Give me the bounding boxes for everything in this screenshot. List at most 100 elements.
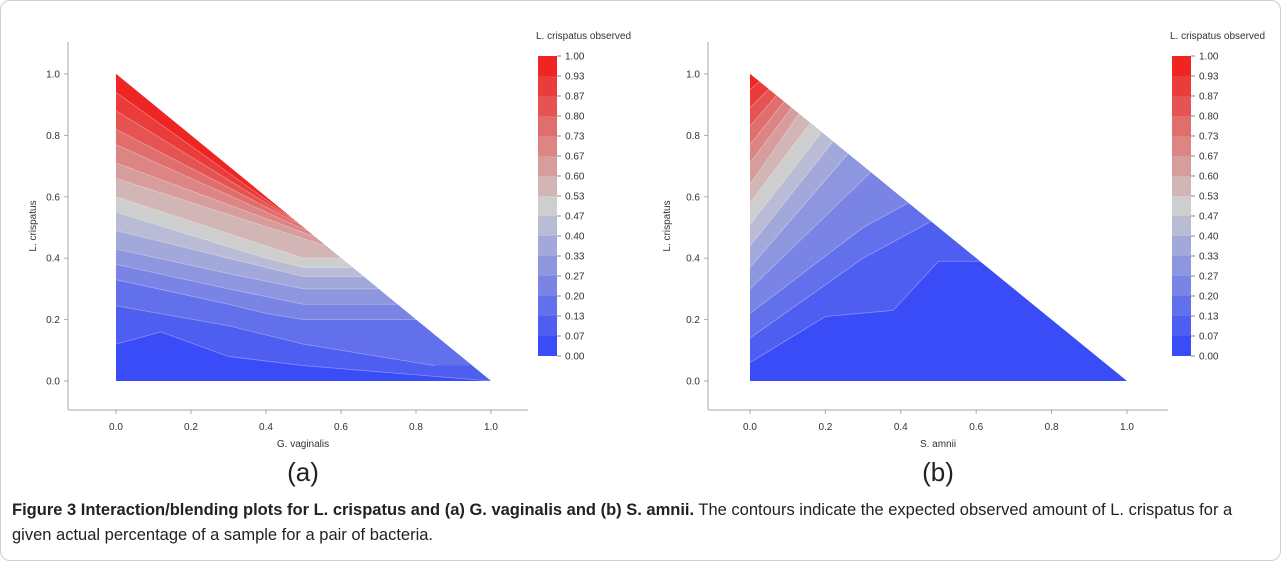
legend-label: 0.53 (565, 192, 585, 203)
y-tick-label: 0.0 (686, 377, 700, 388)
legend-label: 0.00 (1199, 352, 1219, 363)
y-tick-label: 0.8 (686, 131, 700, 142)
y-axis-label: L. crispatus (662, 200, 673, 251)
legend-label: 0.93 (1199, 72, 1219, 83)
legend-label: 1.00 (1199, 52, 1219, 63)
legend-swatch (538, 156, 557, 176)
legend-label: 0.87 (1199, 92, 1219, 103)
x-axis-label: G. vaginalis (277, 439, 329, 450)
panel-label: (a) (287, 457, 319, 487)
legend-label: 0.33 (1199, 252, 1219, 263)
x-tick-label: 0.0 (109, 422, 123, 433)
contour-line (115, 110, 297, 222)
legend-label: 0.27 (565, 272, 585, 283)
legend-label: 0.07 (1199, 332, 1219, 343)
contour-plot-area (115, 74, 492, 382)
contour-line (115, 279, 416, 321)
legend-swatch (1172, 96, 1191, 116)
legend-swatch (1172, 136, 1191, 156)
legend-swatch (1172, 56, 1191, 76)
legend-swatch (1172, 176, 1191, 196)
contour-line (115, 248, 379, 290)
legend-swatch (1172, 76, 1191, 96)
legend-label: 0.20 (565, 292, 585, 303)
x-tick-label: 1.0 (484, 422, 498, 433)
contour-line (749, 132, 822, 225)
legend-swatch (538, 256, 557, 276)
contour-line (115, 177, 327, 247)
legend-label: 0.13 (565, 312, 585, 323)
contour-line (749, 113, 800, 185)
x-tick-label: 0.8 (409, 422, 423, 433)
contour-line (749, 202, 909, 314)
legend-label: 0.87 (565, 92, 585, 103)
contour-line (749, 107, 792, 164)
contour-line (115, 305, 435, 367)
y-tick-label: 1.0 (686, 70, 700, 81)
legend-label: 0.93 (565, 72, 585, 83)
y-tick-label: 0.4 (46, 254, 60, 265)
contour-line (115, 331, 492, 382)
legend-label: 1.00 (565, 52, 585, 63)
x-tick-label: 1.0 (1120, 422, 1134, 433)
legend-label: 0.67 (565, 152, 585, 163)
legend-label: 0.40 (565, 232, 585, 243)
legend-swatch (538, 196, 557, 216)
x-tick-label: 0.4 (259, 422, 273, 433)
y-tick-label: 0.2 (686, 315, 700, 326)
legend-swatch (538, 96, 557, 116)
contour-band-14 (116, 74, 293, 219)
y-axis-label: L. crispatus (28, 200, 39, 251)
color-legend: 1.00 0.93 0.87 0.80 0.73 0.67 0.60 0.53 0.47 0.40… (1172, 52, 1219, 363)
legend-swatch (538, 136, 557, 156)
y-tick-label: 0.2 (46, 315, 60, 326)
x-tick-label: 0.8 (1045, 422, 1059, 433)
caption-body: The contours indicate the expected obser… (12, 501, 1233, 544)
legend-label: 0.13 (1199, 312, 1219, 323)
panel-label: (b) (922, 457, 954, 487)
legend-label: 0.33 (565, 252, 585, 263)
y-tick-label: 0.4 (686, 254, 700, 265)
legend-label: 0.80 (565, 112, 585, 123)
contour-line (115, 162, 315, 238)
legend-swatch (538, 316, 557, 336)
legend-label: 0.07 (565, 332, 585, 343)
y-tick-label: 0.6 (686, 192, 700, 203)
legend-swatch (1172, 256, 1191, 276)
contour-line (115, 196, 341, 259)
contour-line (749, 141, 834, 247)
y-tick-label: 0.0 (46, 377, 60, 388)
contour-line (115, 211, 353, 268)
legend-swatch (538, 176, 557, 196)
legend-swatch (538, 76, 557, 96)
contour-line (115, 92, 293, 219)
legend-label: 0.53 (1199, 192, 1219, 203)
legend-swatch (1172, 116, 1191, 136)
legend-label: 0.47 (565, 212, 585, 223)
panel-b: 0.0 0.2 0.4 0.6 0.8 1.0 0.0 0.2 0.4 0.6 0.8 1.0 S. … (662, 31, 1265, 487)
legend-swatch (538, 56, 557, 76)
legend-swatch (1172, 296, 1191, 316)
legend-label: 0.67 (1199, 152, 1219, 163)
legend-swatch (1172, 276, 1191, 296)
contour-plot-area (749, 74, 1127, 381)
x-tick-label: 0.6 (334, 422, 348, 433)
legend-label: 0.80 (1199, 112, 1219, 123)
contour-line (749, 101, 785, 145)
contour-line (749, 260, 980, 363)
contour-line (115, 128, 300, 225)
x-tick-label: 0.6 (969, 422, 983, 433)
legend-label: 0.20 (1199, 292, 1219, 303)
contour-line (749, 171, 871, 290)
legend-swatch (538, 216, 557, 236)
contour-line (749, 95, 777, 127)
contour-line (749, 89, 770, 109)
legend-swatch (538, 336, 557, 356)
legend-swatch (1172, 156, 1191, 176)
contour-line (749, 221, 932, 339)
legend-swatch (1172, 216, 1191, 236)
legend-label: 0.73 (565, 132, 585, 143)
legend-label: 0.73 (1199, 132, 1219, 143)
contour-line (115, 144, 308, 231)
y-tick-label: 1.0 (46, 70, 60, 81)
